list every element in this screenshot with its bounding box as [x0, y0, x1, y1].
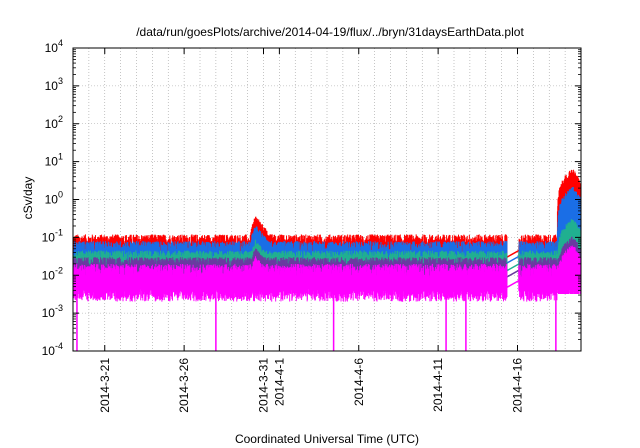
x-tick-label: 2014-4-16	[511, 358, 525, 413]
series-gap-connector	[506, 249, 520, 258]
x-tick-label: 2014-4-11	[431, 358, 445, 412]
series-gap-connector	[506, 279, 520, 288]
x-tick-label: 2014-3-31	[257, 358, 271, 413]
x-tick-label: 2014-4-1	[272, 358, 286, 406]
x-axis-label: Coordinated Universal Time (UTC)	[235, 432, 419, 446]
y-tick-label: 10-3	[42, 303, 63, 320]
y-tick-label: 10-2	[42, 265, 63, 282]
y-tick-label: 103	[45, 76, 63, 93]
chart-title: /data/run/goesPlots/archive/2014-04-19/f…	[136, 25, 524, 39]
y-tick-label: 10-4	[42, 341, 63, 358]
grid	[73, 48, 581, 351]
x-tick-label: 2014-3-26	[177, 358, 191, 413]
series-layer	[72, 169, 582, 351]
y-axis-ticks: 10-4 10-3 10-2 10-1 100 101 102 103 104	[42, 38, 581, 358]
y-tick-label: 102	[45, 114, 63, 131]
y-tick-label: 101	[45, 152, 63, 169]
x-axis-ticks: 2014-3-21 2014-3-26 2014-3-31 2014-4-1 2014-…	[98, 48, 525, 413]
series-gap-connector	[506, 263, 520, 272]
series-gap-connector	[506, 269, 520, 278]
series-gap-connector	[506, 255, 520, 264]
x-tick-label: 2014-3-21	[98, 358, 112, 413]
y-tick-label: 10-1	[42, 227, 63, 244]
x-tick-label: 2014-4-6	[352, 358, 366, 406]
y-tick-label: 104	[45, 38, 63, 55]
y-tick-label: 100	[45, 190, 63, 207]
y-axis-label: cSv/day	[21, 177, 35, 220]
